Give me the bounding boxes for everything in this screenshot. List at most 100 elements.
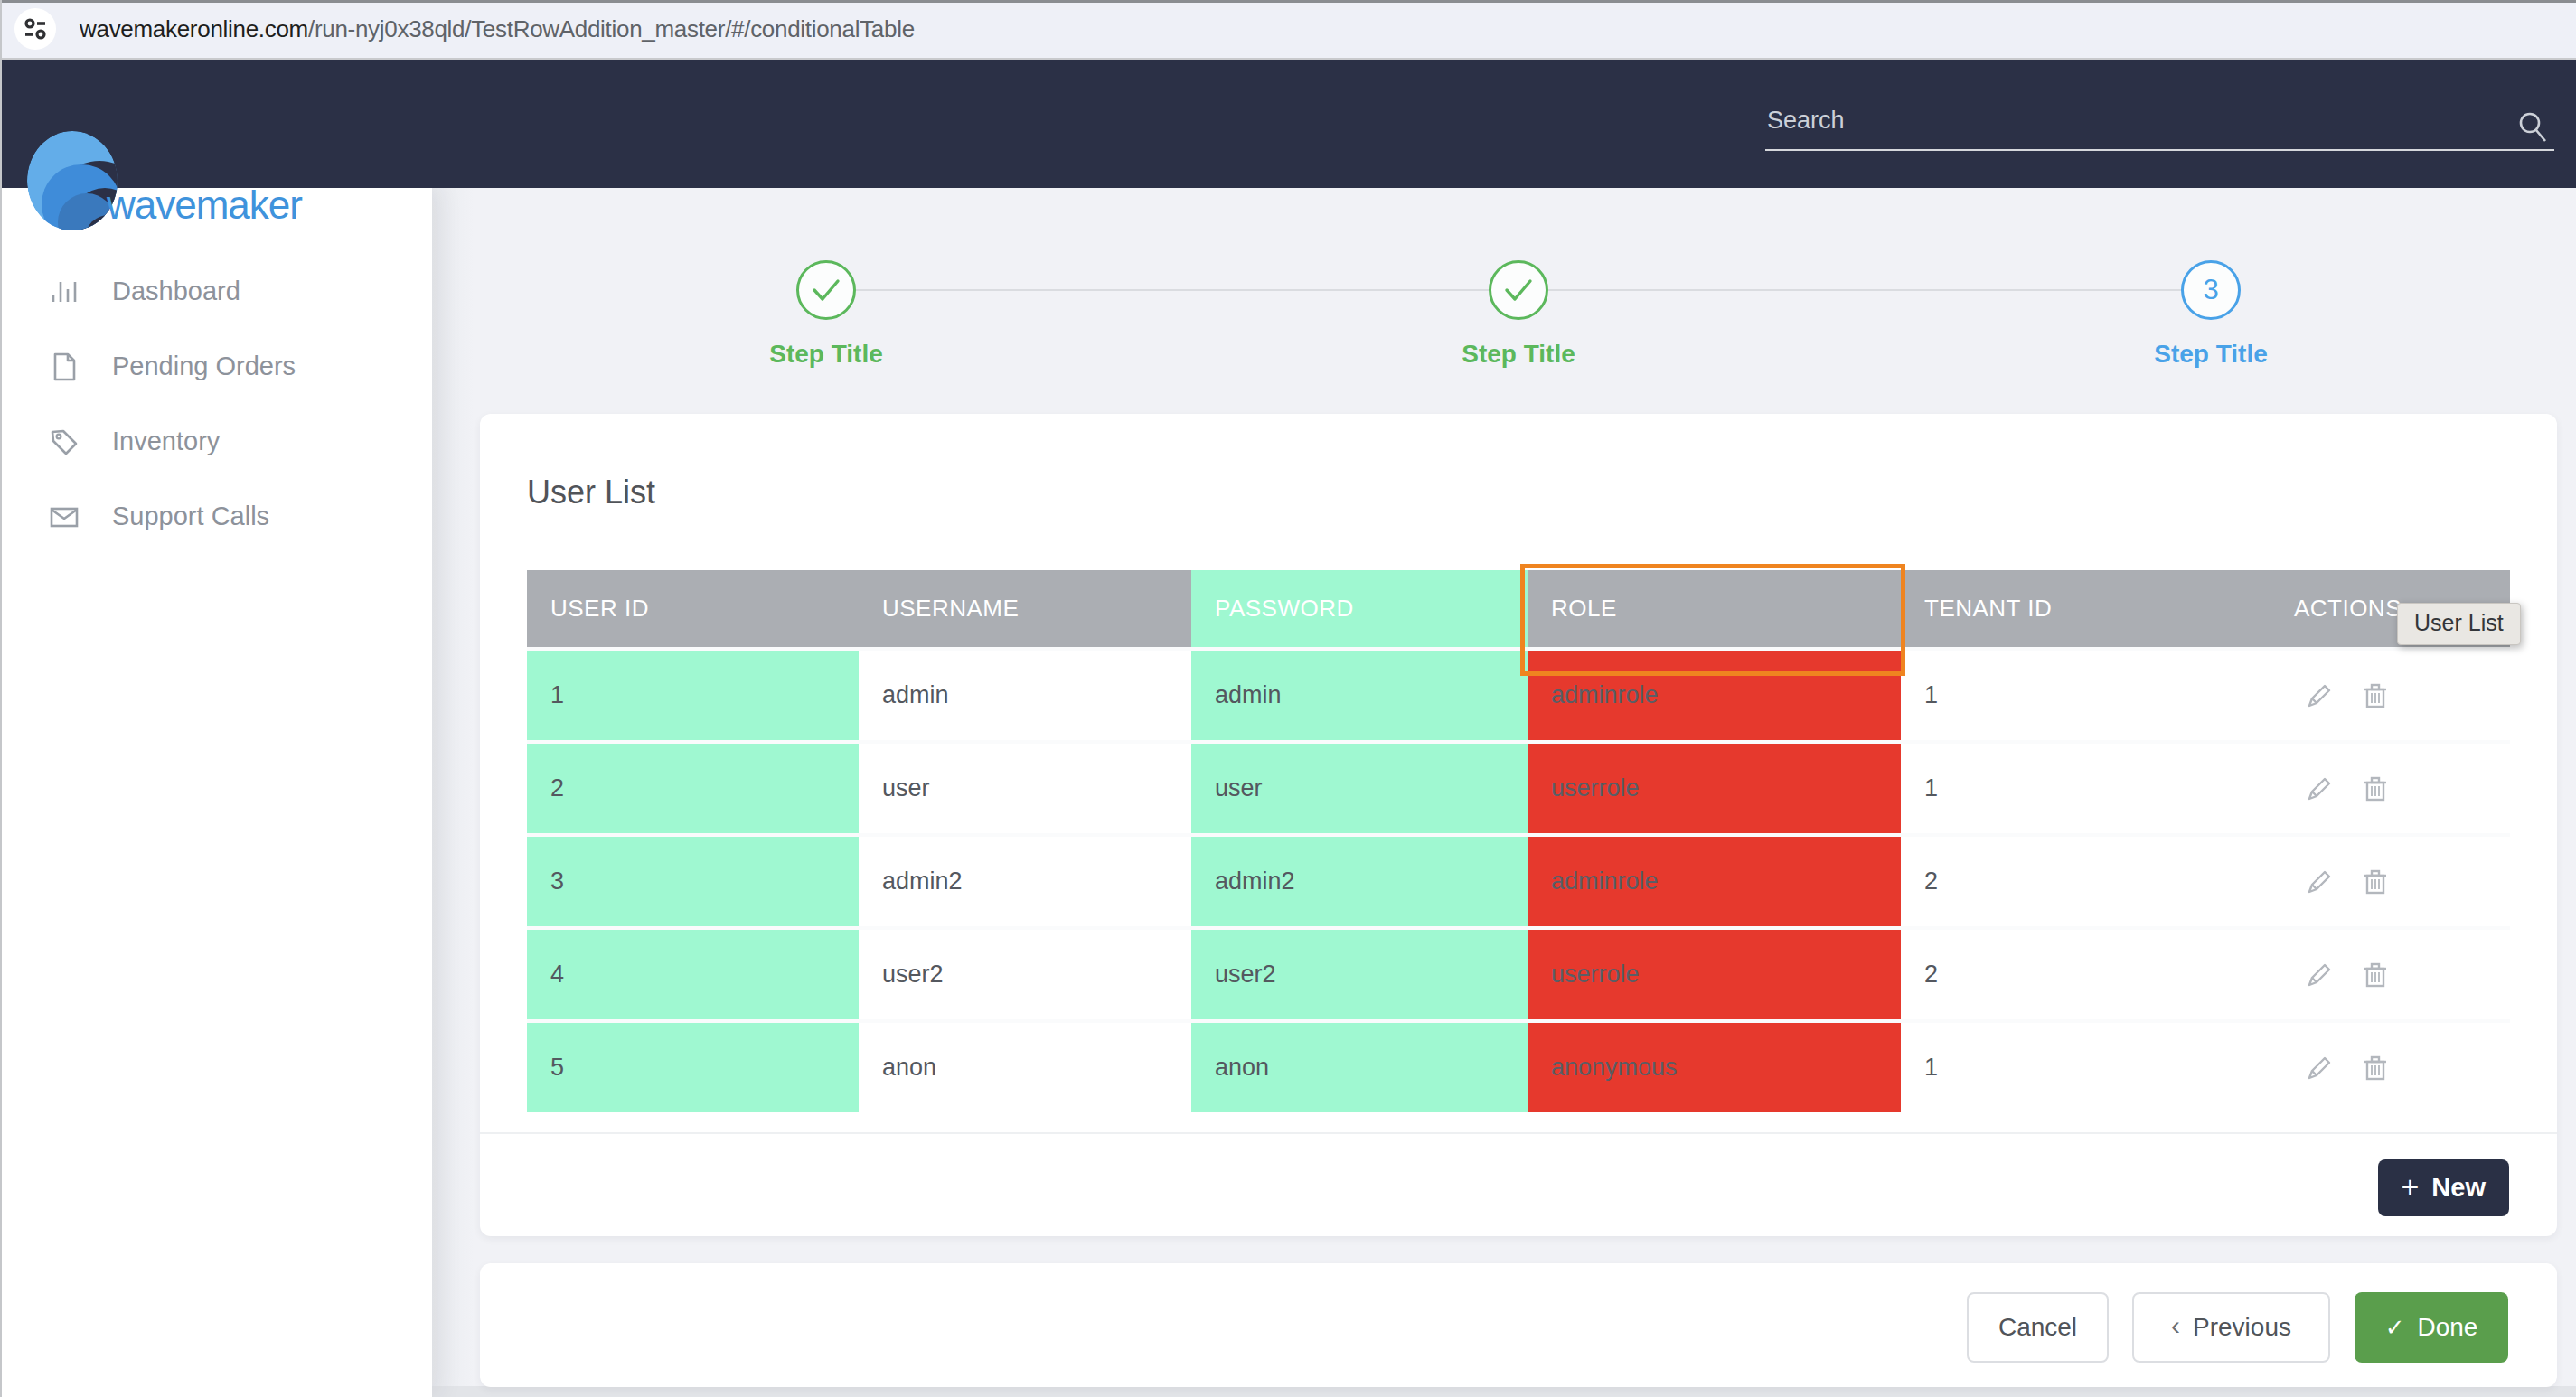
cell-password: admin <box>1191 647 1528 740</box>
step-1-label: Step Title <box>769 340 883 369</box>
search-input[interactable] <box>1765 98 2554 151</box>
table-row[interactable]: 4 user2 user2 userrole 2 <box>527 926 2510 1019</box>
cell-username: user2 <box>859 926 1191 1019</box>
url-path: /run-nyj0x38qld/TestRowAddition_master/#… <box>308 15 915 42</box>
wizard-step-3[interactable]: 3 Step Title <box>1865 260 2557 369</box>
edit-icon[interactable] <box>2304 1053 2335 1083</box>
step-3-label: Step Title <box>2154 340 2268 369</box>
cell-tenant-id: 2 <box>1901 833 2242 926</box>
delete-icon[interactable] <box>2360 1053 2391 1083</box>
user-table: USER ID USERNAME PASSWORD ROLE TENANT ID… <box>527 570 2510 1112</box>
column-header-password[interactable]: PASSWORD <box>1191 570 1528 647</box>
sidebar-item-label: Pending Orders <box>112 352 296 381</box>
row-actions <box>2242 960 2510 990</box>
cell-username: admin <box>859 647 1191 740</box>
done-button[interactable]: ✓ Done <box>2355 1292 2508 1363</box>
sidebar-item-support-calls[interactable]: Support Calls <box>0 479 432 554</box>
cell-user-id: 3 <box>527 833 859 926</box>
wizard-step-1[interactable]: Step Title <box>480 260 1172 369</box>
browser-url-bar: wavemakeronline.com/run-nyj0x38qld/TestR… <box>0 0 2576 60</box>
sidebar-item-label: Dashboard <box>112 277 240 306</box>
cell-password: anon <box>1191 1019 1528 1112</box>
cell-password: user2 <box>1191 926 1528 1019</box>
wizard-step-2[interactable]: Step Title <box>1172 260 1865 369</box>
column-header-tenant-id[interactable]: TENANT ID <box>1901 570 2242 647</box>
edit-icon[interactable] <box>2304 680 2335 711</box>
row-actions <box>2242 867 2510 897</box>
delete-icon[interactable] <box>2360 774 2391 804</box>
page-bottom-strip <box>432 1386 2576 1397</box>
search-icon[interactable] <box>2515 108 2551 148</box>
cell-tenant-id: 1 <box>1901 647 2242 740</box>
chevron-left-icon: ‹ <box>2171 1312 2180 1339</box>
table-row[interactable]: 3 admin2 admin2 adminrole 2 <box>527 833 2510 926</box>
cell-user-id: 2 <box>527 740 859 833</box>
step-1-circle <box>796 260 856 320</box>
delete-icon[interactable] <box>2360 960 2391 990</box>
delete-icon[interactable] <box>2360 680 2391 711</box>
check-icon: ✓ <box>2385 1314 2405 1342</box>
cell-user-id: 1 <box>527 647 859 740</box>
table-row[interactable]: 2 user user userrole 1 <box>527 740 2510 833</box>
previous-button-label: Previous <box>2193 1313 2291 1342</box>
column-header-username[interactable]: USERNAME <box>859 570 1191 647</box>
check-icon <box>811 277 841 303</box>
tooltip: User List <box>2397 603 2521 645</box>
app-header: wavemaker <box>0 60 2576 188</box>
cell-password: admin2 <box>1191 833 1528 926</box>
edit-icon[interactable] <box>2304 867 2335 897</box>
address-url[interactable]: wavemakeronline.com/run-nyj0x38qld/TestR… <box>80 15 915 43</box>
document-icon <box>47 350 81 384</box>
logo-wordmark: wavemaker <box>107 183 302 228</box>
new-button[interactable]: + New <box>2378 1159 2510 1216</box>
cell-role: adminrole <box>1528 647 1901 740</box>
user-list-card: User List USER ID USERNAME PASSWORD ROLE… <box>480 414 2557 1236</box>
tag-icon <box>47 425 81 459</box>
cell-role: anonymous <box>1528 1019 1901 1112</box>
step-3-circle: 3 <box>2181 260 2241 320</box>
cell-role: userrole <box>1528 740 1901 833</box>
cell-tenant-id: 2 <box>1901 926 2242 1019</box>
cell-username: admin2 <box>859 833 1191 926</box>
edit-icon[interactable] <box>2304 960 2335 990</box>
envelope-icon <box>47 500 81 534</box>
cancel-button[interactable]: Cancel <box>1967 1292 2109 1363</box>
sidebar-item-inventory[interactable]: Inventory <box>0 404 432 479</box>
column-header-role[interactable]: ROLE <box>1528 570 1901 647</box>
card-divider <box>480 1132 2557 1134</box>
wizard-footer: Cancel ‹ Previous ✓ Done <box>480 1263 2557 1387</box>
site-settings-icon[interactable] <box>14 8 56 50</box>
done-button-label: Done <box>2417 1313 2477 1342</box>
header-search <box>1765 98 2554 151</box>
delete-icon[interactable] <box>2360 867 2391 897</box>
cell-password: user <box>1191 740 1528 833</box>
table-row[interactable]: 5 anon anon anonymous 1 <box>527 1019 2510 1112</box>
wavemaker-logo[interactable]: wavemaker <box>25 128 302 235</box>
cell-tenant-id: 1 <box>1901 1019 2242 1112</box>
column-header-user-id[interactable]: USER ID <box>527 570 859 647</box>
step-2-circle <box>1489 260 1548 320</box>
table-row[interactable]: 1 admin admin adminrole 1 <box>527 647 2510 740</box>
step-3-number: 3 <box>2203 274 2218 306</box>
previous-button[interactable]: ‹ Previous <box>2132 1292 2330 1363</box>
check-icon <box>1503 277 1534 303</box>
cell-user-id: 5 <box>527 1019 859 1112</box>
row-actions <box>2242 680 2510 711</box>
page-title: User List <box>527 473 655 511</box>
edit-icon[interactable] <box>2304 774 2335 804</box>
sidebar-item-pending-orders[interactable]: Pending Orders <box>0 329 432 404</box>
sidebar-item-label: Inventory <box>112 427 220 456</box>
cell-username: anon <box>859 1019 1191 1112</box>
bar-chart-icon <box>47 275 81 309</box>
sidebar-nav: Dashboard Pending Orders Inventory <box>0 188 432 554</box>
step-2-label: Step Title <box>1462 340 1575 369</box>
cell-role: adminrole <box>1528 833 1901 926</box>
table-header-row: USER ID USERNAME PASSWORD ROLE TENANT ID… <box>527 570 2510 647</box>
plus-icon: + <box>2402 1171 2420 1202</box>
sidebar-item-dashboard[interactable]: Dashboard <box>0 254 432 329</box>
cell-user-id: 4 <box>527 926 859 1019</box>
wizard-stepper: Step Title Step Title 3 Step Title <box>480 260 2557 369</box>
cell-username: user <box>859 740 1191 833</box>
row-actions <box>2242 1053 2510 1083</box>
row-actions <box>2242 774 2510 804</box>
